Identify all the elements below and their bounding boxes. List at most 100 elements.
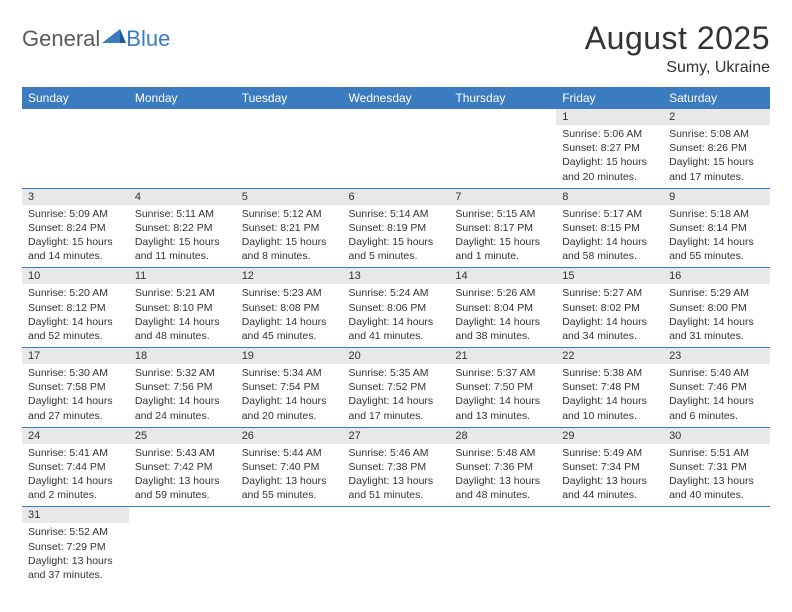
calendar-week-row: 3Sunrise: 5:09 AMSunset: 8:24 PMDaylight… (22, 188, 770, 268)
daylight-text: and 5 minutes. (349, 249, 444, 263)
calendar-week-row: 17Sunrise: 5:30 AMSunset: 7:58 PMDayligh… (22, 348, 770, 428)
day-header: Thursday (449, 87, 556, 109)
daylight-text: Daylight: 14 hours (28, 315, 123, 329)
logo-text-blue: Blue (126, 26, 170, 52)
daylight-text: Daylight: 14 hours (455, 315, 550, 329)
day-number: 2 (663, 109, 770, 125)
day-content: Sunrise: 5:32 AMSunset: 7:56 PMDaylight:… (129, 364, 236, 427)
calendar-cell: 6Sunrise: 5:14 AMSunset: 8:19 PMDaylight… (343, 188, 450, 268)
day-number: 30 (663, 428, 770, 444)
day-number: 8 (556, 189, 663, 205)
calendar-cell: 7Sunrise: 5:15 AMSunset: 8:17 PMDaylight… (449, 188, 556, 268)
daylight-text: Daylight: 14 hours (349, 394, 444, 408)
daylight-text: Daylight: 14 hours (242, 394, 337, 408)
daylight-text: and 10 minutes. (562, 409, 657, 423)
daylight-text: Daylight: 14 hours (669, 315, 764, 329)
day-number: 16 (663, 268, 770, 284)
calendar-cell: 21Sunrise: 5:37 AMSunset: 7:50 PMDayligh… (449, 348, 556, 428)
day-content: Sunrise: 5:29 AMSunset: 8:00 PMDaylight:… (663, 284, 770, 347)
day-header: Wednesday (343, 87, 450, 109)
calendar-cell: 1Sunrise: 5:06 AMSunset: 8:27 PMDaylight… (556, 109, 663, 188)
day-content: Sunrise: 5:21 AMSunset: 8:10 PMDaylight:… (129, 284, 236, 347)
daylight-text: Daylight: 14 hours (349, 315, 444, 329)
calendar-cell: 22Sunrise: 5:38 AMSunset: 7:48 PMDayligh… (556, 348, 663, 428)
day-content: Sunrise: 5:52 AMSunset: 7:29 PMDaylight:… (22, 523, 129, 586)
sunset-text: Sunset: 8:12 PM (28, 301, 123, 315)
sunrise-text: Sunrise: 5:12 AM (242, 207, 337, 221)
calendar-cell (556, 507, 663, 586)
daylight-text: and 1 minute. (455, 249, 550, 263)
sunset-text: Sunset: 7:40 PM (242, 460, 337, 474)
day-content: Sunrise: 5:40 AMSunset: 7:46 PMDaylight:… (663, 364, 770, 427)
daylight-text: and 58 minutes. (562, 249, 657, 263)
daylight-text: Daylight: 15 hours (135, 235, 230, 249)
calendar-cell: 17Sunrise: 5:30 AMSunset: 7:58 PMDayligh… (22, 348, 129, 428)
daylight-text: and 37 minutes. (28, 568, 123, 582)
daylight-text: and 45 minutes. (242, 329, 337, 343)
daylight-text: Daylight: 15 hours (669, 155, 764, 169)
calendar-cell: 31Sunrise: 5:52 AMSunset: 7:29 PMDayligh… (22, 507, 129, 586)
calendar-cell (236, 507, 343, 586)
calendar-cell: 19Sunrise: 5:34 AMSunset: 7:54 PMDayligh… (236, 348, 343, 428)
calendar-cell: 29Sunrise: 5:49 AMSunset: 7:34 PMDayligh… (556, 427, 663, 507)
calendar-cell: 26Sunrise: 5:44 AMSunset: 7:40 PMDayligh… (236, 427, 343, 507)
sunrise-text: Sunrise: 5:21 AM (135, 286, 230, 300)
daylight-text: Daylight: 13 hours (455, 474, 550, 488)
daylight-text: and 17 minutes. (349, 409, 444, 423)
calendar-cell: 8Sunrise: 5:17 AMSunset: 8:15 PMDaylight… (556, 188, 663, 268)
calendar-table: SundayMondayTuesdayWednesdayThursdayFrid… (22, 87, 770, 586)
daylight-text: Daylight: 14 hours (135, 394, 230, 408)
day-header-row: SundayMondayTuesdayWednesdayThursdayFrid… (22, 87, 770, 109)
day-number: 25 (129, 428, 236, 444)
day-content: Sunrise: 5:14 AMSunset: 8:19 PMDaylight:… (343, 205, 450, 268)
sunrise-text: Sunrise: 5:52 AM (28, 525, 123, 539)
day-number: 27 (343, 428, 450, 444)
calendar-cell: 2Sunrise: 5:08 AMSunset: 8:26 PMDaylight… (663, 109, 770, 188)
location-label: Sumy, Ukraine (585, 59, 770, 77)
day-number: 12 (236, 268, 343, 284)
sunset-text: Sunset: 7:46 PM (669, 380, 764, 394)
calendar-cell: 9Sunrise: 5:18 AMSunset: 8:14 PMDaylight… (663, 188, 770, 268)
calendar-cell: 18Sunrise: 5:32 AMSunset: 7:56 PMDayligh… (129, 348, 236, 428)
sunset-text: Sunset: 8:26 PM (669, 141, 764, 155)
day-content: Sunrise: 5:17 AMSunset: 8:15 PMDaylight:… (556, 205, 663, 268)
calendar-cell (129, 507, 236, 586)
daylight-text: Daylight: 13 hours (135, 474, 230, 488)
day-number: 24 (22, 428, 129, 444)
logo: General Blue (22, 26, 170, 52)
day-content: Sunrise: 5:41 AMSunset: 7:44 PMDaylight:… (22, 444, 129, 507)
sunrise-text: Sunrise: 5:43 AM (135, 446, 230, 460)
sunset-text: Sunset: 7:29 PM (28, 540, 123, 554)
day-number: 21 (449, 348, 556, 364)
daylight-text: Daylight: 14 hours (28, 474, 123, 488)
daylight-text: Daylight: 13 hours (562, 474, 657, 488)
sunset-text: Sunset: 8:08 PM (242, 301, 337, 315)
sunset-text: Sunset: 8:17 PM (455, 221, 550, 235)
sunset-text: Sunset: 7:58 PM (28, 380, 123, 394)
day-number: 29 (556, 428, 663, 444)
day-content: Sunrise: 5:37 AMSunset: 7:50 PMDaylight:… (449, 364, 556, 427)
day-content: Sunrise: 5:35 AMSunset: 7:52 PMDaylight:… (343, 364, 450, 427)
daylight-text: Daylight: 13 hours (349, 474, 444, 488)
calendar-cell (663, 507, 770, 586)
day-number: 6 (343, 189, 450, 205)
day-number: 9 (663, 189, 770, 205)
day-content: Sunrise: 5:23 AMSunset: 8:08 PMDaylight:… (236, 284, 343, 347)
sunset-text: Sunset: 8:22 PM (135, 221, 230, 235)
calendar-week-row: 24Sunrise: 5:41 AMSunset: 7:44 PMDayligh… (22, 427, 770, 507)
daylight-text: and 31 minutes. (669, 329, 764, 343)
day-content: Sunrise: 5:11 AMSunset: 8:22 PMDaylight:… (129, 205, 236, 268)
sunset-text: Sunset: 8:14 PM (669, 221, 764, 235)
calendar-cell (449, 507, 556, 586)
sunset-text: Sunset: 8:24 PM (28, 221, 123, 235)
daylight-text: and 52 minutes. (28, 329, 123, 343)
daylight-text: and 11 minutes. (135, 249, 230, 263)
calendar-cell: 20Sunrise: 5:35 AMSunset: 7:52 PMDayligh… (343, 348, 450, 428)
calendar-cell: 11Sunrise: 5:21 AMSunset: 8:10 PMDayligh… (129, 268, 236, 348)
day-content: Sunrise: 5:44 AMSunset: 7:40 PMDaylight:… (236, 444, 343, 507)
calendar-cell (449, 109, 556, 188)
day-content: Sunrise: 5:48 AMSunset: 7:36 PMDaylight:… (449, 444, 556, 507)
sunrise-text: Sunrise: 5:15 AM (455, 207, 550, 221)
sunrise-text: Sunrise: 5:41 AM (28, 446, 123, 460)
calendar-week-row: 10Sunrise: 5:20 AMSunset: 8:12 PMDayligh… (22, 268, 770, 348)
